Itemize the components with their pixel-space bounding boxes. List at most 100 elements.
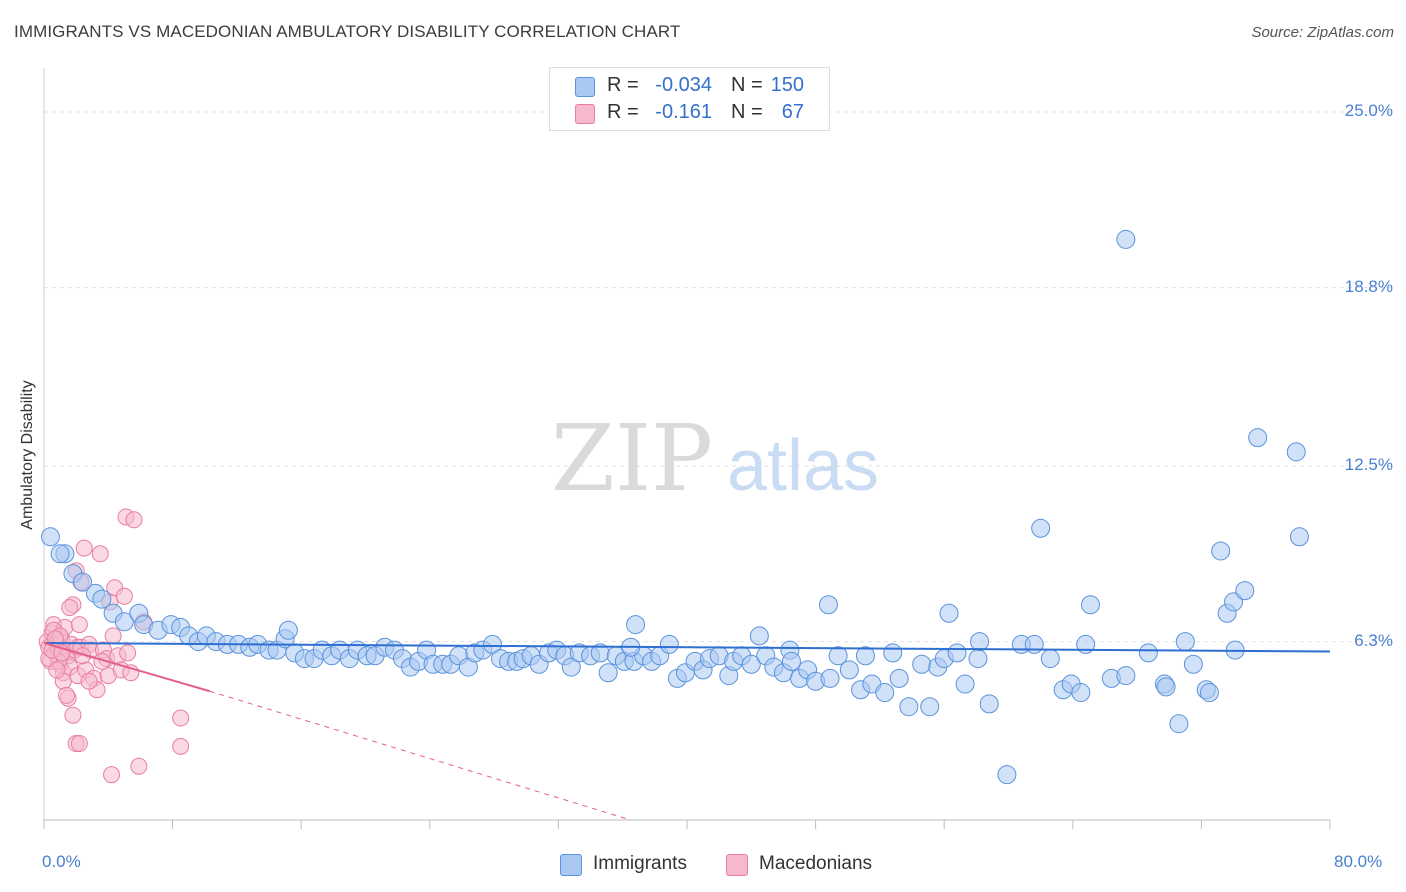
- chart-title: IMMIGRANTS VS MACEDONIAN AMBULATORY DISA…: [14, 22, 681, 41]
- y-tick-label: 25.0%: [1344, 100, 1393, 120]
- legend-n-label: N =: [731, 74, 763, 96]
- immigrants-point: [820, 668, 840, 688]
- immigrants-point: [968, 649, 988, 669]
- y-tick-label: 18.8%: [1344, 276, 1393, 296]
- immigrants-legend-swatch: [560, 854, 582, 876]
- macedonians-trend-line: [43, 642, 210, 693]
- immigrants-point: [920, 697, 940, 717]
- macedonians-point: [125, 511, 143, 529]
- immigrants-point: [598, 663, 618, 683]
- immigrants-point: [1289, 527, 1309, 547]
- immigrants-point: [1211, 541, 1231, 561]
- x-tick-min: 0.0%: [42, 852, 81, 871]
- immigrants-point: [1080, 595, 1100, 615]
- macedonians-point: [172, 737, 190, 755]
- y-tick-label: 6.3%: [1354, 630, 1393, 650]
- macedonians-point: [64, 706, 82, 724]
- immigrants-point: [749, 626, 769, 646]
- immigrants-point: [278, 620, 298, 640]
- immigrants-point: [1116, 666, 1136, 686]
- legend-r-label: R =: [607, 74, 639, 96]
- macedonians-point: [130, 757, 148, 775]
- immigrants-points: [40, 229, 1309, 785]
- grid: [44, 111, 1392, 643]
- legend-n-label: N =: [731, 101, 763, 123]
- immigrants-point: [955, 674, 975, 694]
- macedonians-point: [172, 709, 190, 727]
- immigrants-point: [889, 668, 909, 688]
- macedonians-point: [103, 766, 121, 784]
- immigrants-point: [1040, 649, 1060, 669]
- immigrants-point: [781, 651, 801, 671]
- macedonians-point: [58, 686, 76, 704]
- immigrants-point: [883, 643, 903, 663]
- immigrants-point: [899, 697, 919, 717]
- legend-row-immigrants: R = -0.034 N = 150: [550, 74, 829, 100]
- immigrants-point: [1183, 654, 1203, 674]
- macedonians-point: [91, 545, 109, 563]
- immigrants-point: [659, 634, 679, 654]
- x-tick-max: 80.0%: [1334, 852, 1383, 871]
- immigrants-trend-line: [43, 641, 1331, 653]
- immigrants-point: [114, 612, 134, 632]
- immigrants-point: [73, 572, 93, 592]
- immigrants-point: [1175, 632, 1195, 652]
- legend-row-macedonians: R = -0.161 N = 67: [550, 101, 829, 127]
- legend-r-value: -0.034: [655, 74, 712, 96]
- immigrants-point: [912, 654, 932, 674]
- macedonians-point: [48, 661, 66, 679]
- immigrants-point: [1248, 428, 1268, 448]
- watermark-zip: ZIP: [551, 405, 713, 512]
- macedonians-legend-label: Macedonians: [759, 853, 873, 874]
- immigrants-point: [1156, 677, 1176, 697]
- macedonians-point: [119, 644, 137, 662]
- immigrants-point: [626, 615, 646, 635]
- macedonians-swatch: [575, 104, 595, 124]
- immigrants-point: [839, 660, 859, 680]
- macedonians-legend-swatch: [726, 854, 748, 876]
- immigrants-point: [1235, 581, 1255, 601]
- immigrants-point: [1031, 518, 1051, 538]
- macedonians-point: [70, 735, 88, 753]
- axes: [43, 68, 1331, 829]
- macedonians-point: [104, 627, 122, 645]
- immigrants-point: [1169, 714, 1189, 734]
- immigrants-point: [947, 643, 967, 663]
- immigrants-point: [1199, 683, 1219, 703]
- immigrants-point: [855, 646, 875, 666]
- immigrants-point: [1071, 683, 1091, 703]
- immigrants-point: [979, 694, 999, 714]
- immigrants-point: [875, 683, 895, 703]
- immigrants-point: [828, 646, 848, 666]
- immigrants-point: [50, 544, 70, 564]
- immigrants-point: [1024, 634, 1044, 654]
- immigrants-point: [741, 654, 761, 674]
- legend-r-label: R =: [607, 101, 639, 123]
- immigrants-point: [40, 527, 60, 547]
- macedonians-point: [61, 599, 79, 617]
- legend-n-value: 150: [770, 74, 804, 96]
- immigrants-point: [92, 589, 112, 609]
- immigrants-legend-label: Immigrants: [593, 853, 687, 874]
- legend-r-value: -0.161: [655, 101, 712, 123]
- legend-n-value: 67: [781, 101, 804, 123]
- trend-lines: [43, 641, 1331, 821]
- immigrants-point: [818, 595, 838, 615]
- watermark-atlas: atlas: [727, 426, 879, 506]
- immigrants-point: [939, 603, 959, 623]
- immigrants-point: [1116, 229, 1136, 249]
- immigrants-point: [1286, 442, 1306, 462]
- macedonians-point: [75, 539, 93, 557]
- immigrants-point: [1138, 643, 1158, 663]
- immigrants-point: [561, 657, 581, 677]
- immigrants-point: [1224, 592, 1244, 612]
- macedonians-point: [80, 672, 98, 690]
- macedonians-point: [70, 616, 88, 634]
- correlation-legend: R = -0.034 N = 150 R = -0.161 N = 67: [549, 67, 830, 131]
- immigrants-point: [970, 632, 990, 652]
- source-label: Source: ZipAtlas.com: [1251, 24, 1394, 41]
- immigrants-swatch: [575, 77, 595, 97]
- y-tick-label: 12.5%: [1344, 454, 1393, 474]
- watermark: ZIP atlas: [551, 405, 879, 512]
